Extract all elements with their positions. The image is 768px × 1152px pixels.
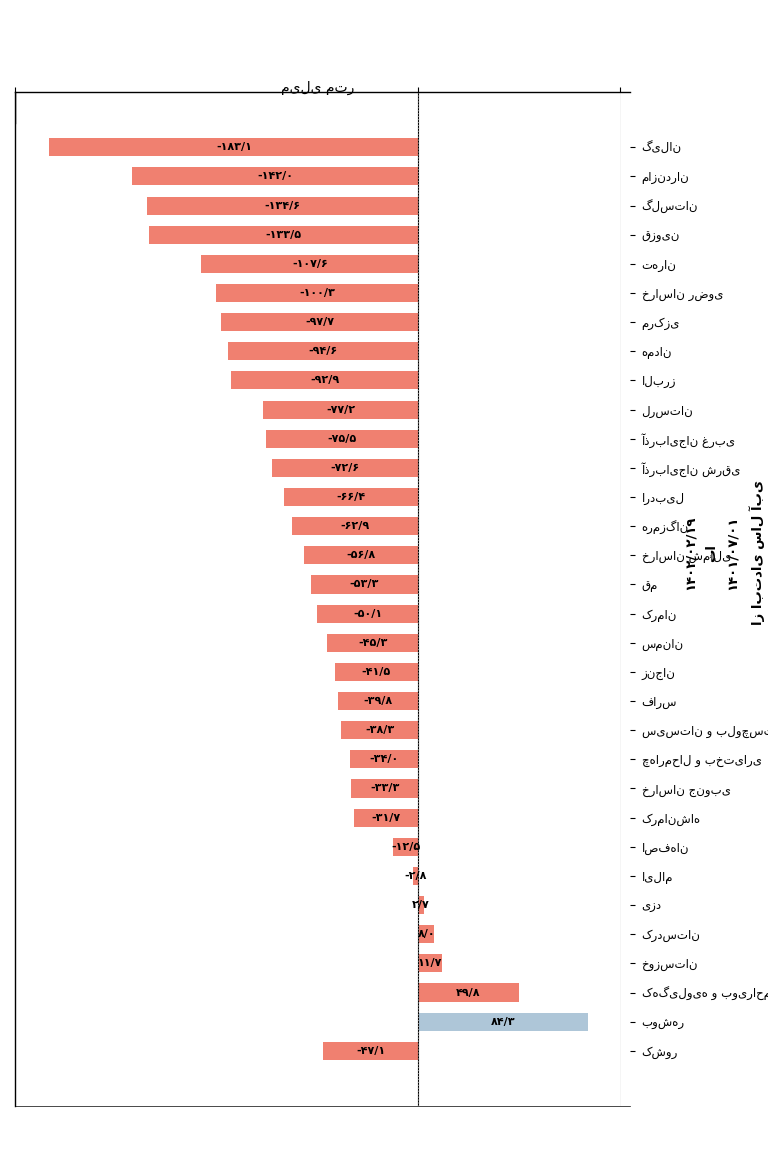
- Text: ۸/۰: ۸/۰: [418, 930, 435, 939]
- Text: -۶۶/۴: -۶۶/۴: [337, 492, 366, 502]
- Bar: [132, 167, 419, 185]
- Bar: [149, 226, 419, 244]
- Bar: [221, 313, 419, 331]
- Bar: [338, 692, 419, 710]
- Bar: [393, 838, 419, 856]
- Text: -۱۸۳/۱: -۱۸۳/۱: [216, 143, 252, 152]
- Bar: [201, 255, 419, 273]
- Text: -۳۴/۰: -۳۴/۰: [369, 755, 399, 764]
- Text: ۱۴۰۲/۰۲/۱۹
تا
۱۴۰۱/۰۷/۰۱
از ابتدای سال آبی
در استان‌ها
بارش تجمعی
انحراف: ۱۴۰۲/۰۲/۱۹ تا ۱۴۰۱/۰۷/۰۱ از ابتدای سال آ…: [684, 480, 768, 626]
- Bar: [419, 954, 442, 972]
- Text: -۱۰۷/۶: -۱۰۷/۶: [292, 259, 328, 268]
- Text: ۸۴/۳: ۸۴/۳: [491, 1017, 515, 1026]
- Bar: [147, 197, 419, 214]
- Text: -۲/۸: -۲/۸: [404, 871, 426, 881]
- Text: -۷۷/۲: -۷۷/۲: [326, 404, 355, 415]
- Bar: [231, 371, 419, 389]
- Bar: [49, 138, 419, 157]
- Bar: [351, 780, 419, 797]
- Text: -۹۲/۹: -۹۲/۹: [310, 376, 339, 386]
- Text: ۲/۷: ۲/۷: [412, 900, 430, 910]
- Text: -۵۶/۸: -۵۶/۸: [346, 551, 376, 560]
- Bar: [327, 634, 419, 652]
- Text: -۶۲/۹: -۶۲/۹: [340, 521, 369, 531]
- Text: -۱۲/۵: -۱۲/۵: [391, 842, 420, 851]
- Bar: [349, 750, 419, 768]
- Text: -۱۴۲/۰: -۱۴۲/۰: [257, 172, 293, 181]
- Bar: [419, 1013, 588, 1031]
- Bar: [323, 1041, 419, 1060]
- Text: -۷۲/۶: -۷۲/۶: [330, 463, 359, 472]
- Bar: [284, 488, 419, 506]
- Bar: [227, 342, 419, 361]
- Bar: [217, 285, 419, 302]
- Bar: [292, 517, 419, 536]
- Text: -۳۹/۸: -۳۹/۸: [363, 696, 392, 706]
- Text: -۷۵/۵: -۷۵/۵: [328, 434, 357, 444]
- Bar: [311, 576, 419, 593]
- Text: -۴۷/۱: -۴۷/۱: [356, 1046, 386, 1055]
- Bar: [412, 867, 419, 885]
- Text: -۴۱/۵: -۴۱/۵: [362, 667, 391, 677]
- Text: -۴۵/۳: -۴۵/۳: [358, 638, 387, 647]
- Bar: [317, 605, 419, 622]
- Text: -۱۰۰/۳: -۱۰۰/۳: [300, 288, 335, 298]
- Bar: [419, 896, 424, 914]
- Bar: [341, 721, 419, 740]
- Text: میلی متر: میلی متر: [281, 81, 354, 94]
- Text: -۱۳۴/۶: -۱۳۴/۶: [265, 200, 301, 211]
- Text: -۹۴/۶: -۹۴/۶: [309, 347, 337, 356]
- Bar: [419, 925, 435, 943]
- Text: ۴۹/۸: ۴۹/۸: [456, 987, 481, 998]
- Text: -۳۱/۷: -۳۱/۷: [372, 812, 401, 823]
- Text: -۹۷/۷: -۹۷/۷: [306, 317, 334, 327]
- Bar: [263, 401, 419, 418]
- Bar: [304, 546, 419, 564]
- Bar: [354, 809, 419, 827]
- Bar: [335, 662, 419, 681]
- Bar: [419, 984, 518, 1001]
- Text: -۳۸/۳: -۳۸/۳: [365, 726, 394, 735]
- Text: ۱۱/۷: ۱۱/۷: [418, 958, 442, 969]
- Text: -۱۳۳/۵: -۱۳۳/۵: [266, 229, 302, 240]
- Text: -۵۰/۱: -۵۰/۱: [353, 608, 382, 619]
- Bar: [272, 458, 419, 477]
- Text: -۵۳/۳: -۵۳/۳: [350, 579, 379, 590]
- Bar: [266, 430, 419, 448]
- Text: -۳۳/۳: -۳۳/۳: [370, 783, 399, 794]
